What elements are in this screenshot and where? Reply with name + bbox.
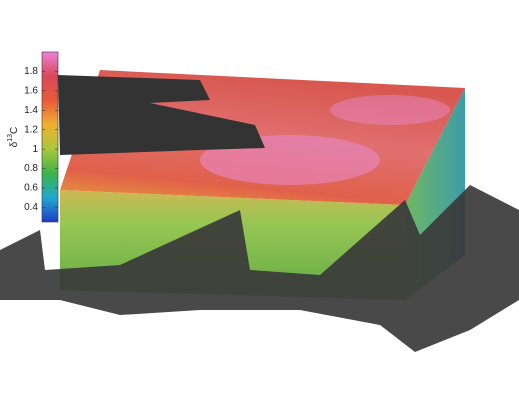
- tick-label: 1.8: [24, 66, 38, 77]
- land-mass: [58, 75, 265, 155]
- label-part: δ: [9, 141, 20, 147]
- label-part: C: [9, 127, 20, 134]
- tick-label: 1.2: [24, 124, 38, 135]
- label-sup: 13: [7, 134, 14, 142]
- tick-label: 1.6: [24, 85, 38, 96]
- tick-label: 0.4: [24, 202, 38, 213]
- tick-label: 1.4: [24, 105, 38, 116]
- tick-label: 1: [32, 144, 38, 155]
- tick-label: 0.6: [24, 183, 38, 194]
- pink-patch: [330, 95, 450, 125]
- volume: [0, 70, 519, 352]
- tick-label: 0.8: [24, 163, 38, 174]
- seafloor: [0, 185, 519, 352]
- colorbar: [41, 51, 59, 223]
- colorbar-label: δ13C: [7, 127, 20, 148]
